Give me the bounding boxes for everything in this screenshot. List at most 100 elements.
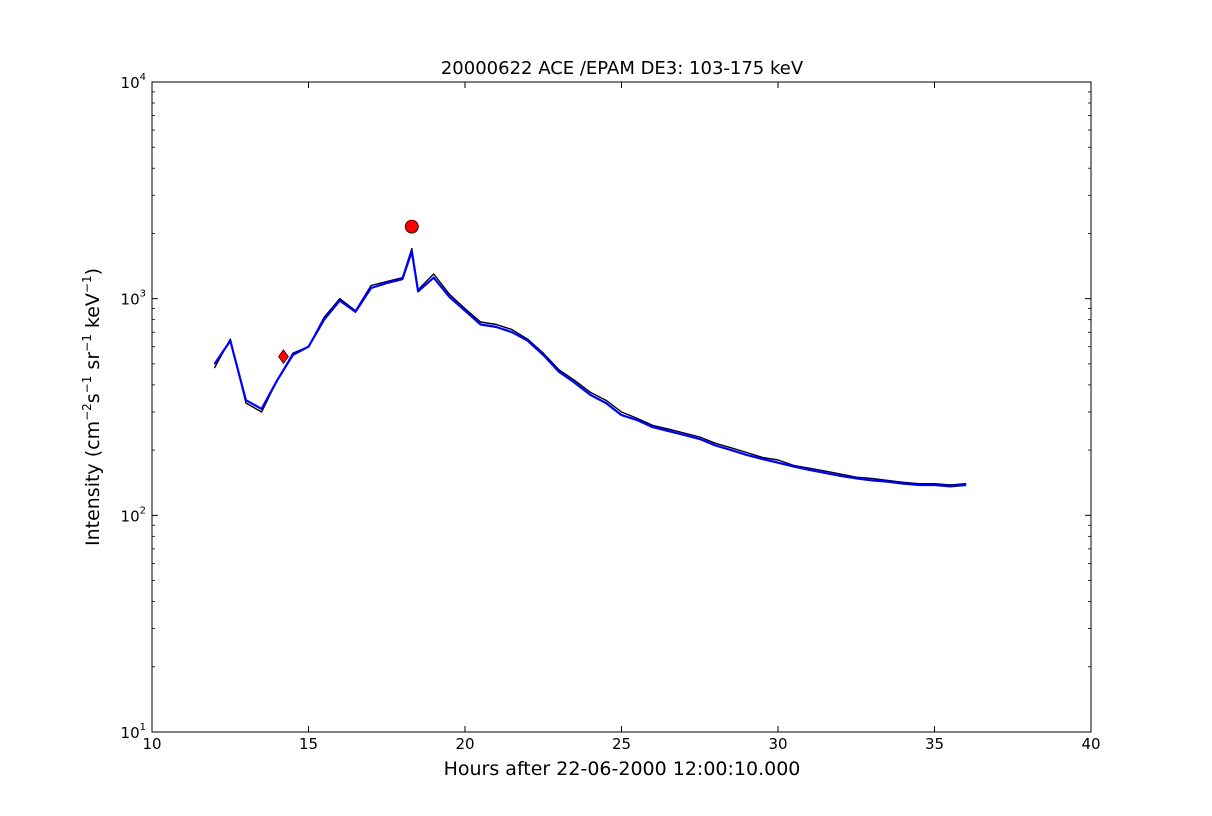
data-point (386, 282, 388, 284)
x-tick-label: 40 (1081, 735, 1100, 753)
data-point (411, 248, 413, 250)
data-point (433, 273, 435, 275)
data-point (902, 483, 904, 485)
data-point (354, 311, 357, 313)
data-point (808, 467, 810, 469)
data-point (448, 296, 450, 298)
data-point (636, 419, 638, 421)
data-point (307, 346, 310, 348)
y-tick-label: 103 (121, 289, 146, 309)
data-point (620, 414, 623, 416)
data-point (761, 458, 763, 460)
y-axis: 101 102 103 104 (121, 72, 1091, 742)
data-point (933, 484, 936, 486)
data-point (730, 447, 732, 449)
data-point (573, 381, 576, 384)
data-point (667, 430, 670, 432)
data-point (714, 444, 717, 447)
data-point (824, 470, 826, 472)
data-point (746, 454, 748, 456)
data-point (511, 331, 513, 333)
x-tick-label: 35 (925, 735, 944, 753)
data-point (714, 442, 717, 444)
data-point (699, 436, 701, 438)
data-point (411, 250, 413, 253)
data-point (871, 477, 873, 480)
data-point (527, 340, 529, 342)
data-point (464, 310, 466, 312)
data-point (871, 479, 873, 481)
data-point (808, 469, 810, 471)
data-point (292, 354, 294, 356)
data-point (855, 477, 857, 480)
y-axis-label: Intensity (cm−2s−1 sr−1 keV−1) (80, 268, 104, 546)
chart-title: 20000622 ACE /EPAM DE3: 103-175 keV (441, 58, 804, 79)
data-point (589, 394, 591, 396)
data-point (495, 326, 497, 328)
data-point (417, 290, 419, 293)
x-tick-label: 25 (612, 735, 631, 753)
series-line-1 (213, 247, 966, 486)
data-point (793, 465, 795, 468)
data-point (542, 354, 544, 356)
data-point (214, 363, 216, 365)
data-point (918, 484, 920, 486)
y-tick-label: 101 (121, 722, 146, 742)
data-point (260, 408, 263, 410)
data-point (605, 402, 607, 404)
x-tick-label: 20 (455, 735, 474, 753)
data-point (370, 284, 372, 287)
data-point (824, 472, 826, 474)
y-tick-label: 104 (121, 72, 146, 92)
data-point (245, 399, 247, 401)
x-tick-label: 30 (768, 735, 787, 753)
data-point (573, 379, 576, 381)
data-point (652, 426, 654, 428)
data-point (683, 432, 685, 434)
data-point (339, 299, 341, 302)
data-point (370, 287, 372, 289)
data-point (214, 367, 216, 369)
data-point (699, 438, 701, 440)
series-line-2 (213, 250, 966, 488)
data-point (480, 321, 482, 323)
data-point (323, 319, 325, 321)
x-tick-label: 15 (299, 735, 318, 753)
data-point (886, 481, 889, 483)
x-tick-label: 10 (142, 735, 161, 753)
data-point (386, 280, 388, 283)
data-point (636, 417, 638, 420)
data-point (495, 323, 497, 326)
data-point (589, 391, 591, 393)
data-point (245, 402, 247, 404)
data-point (746, 451, 748, 454)
x-axis: 10 15 20 25 30 35 40 (142, 82, 1101, 753)
data-point (949, 485, 951, 487)
y-tick-label: 102 (121, 505, 146, 525)
data-point (965, 484, 967, 486)
data-point (730, 449, 732, 451)
data-point (620, 411, 623, 413)
diamond-marker (278, 349, 289, 365)
data-point (777, 462, 779, 464)
data-point (558, 371, 560, 373)
data-point (840, 475, 842, 477)
data-point (339, 298, 341, 300)
data-point (683, 434, 685, 436)
data-point (480, 323, 482, 326)
data-point (511, 328, 513, 331)
data-point (229, 340, 231, 342)
x-axis-label: Hours after 22-06-2000 12:00:10.000 (444, 758, 801, 780)
data-point (276, 379, 278, 381)
data-point (464, 307, 466, 310)
data-point (229, 338, 231, 340)
data-point (448, 293, 450, 295)
data-point (761, 456, 763, 459)
circle-marker (404, 219, 419, 234)
data-point (652, 424, 654, 427)
data-point (777, 459, 779, 461)
data-point (260, 411, 263, 413)
